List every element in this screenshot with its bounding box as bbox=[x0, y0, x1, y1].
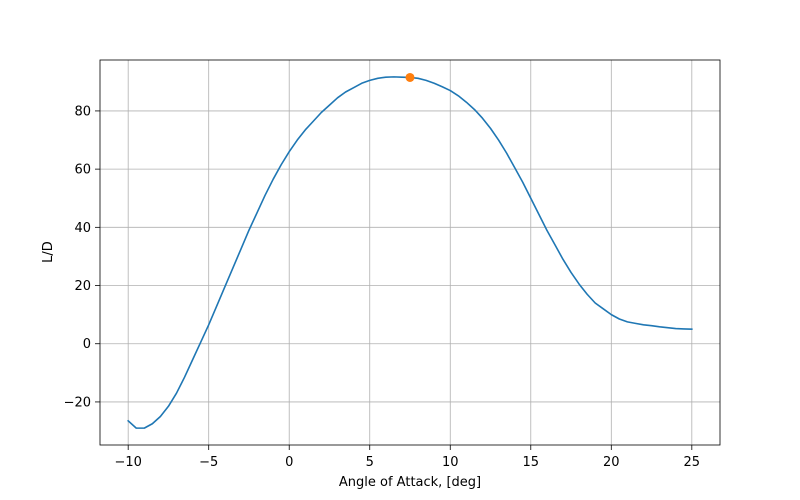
plot-frame bbox=[99, 59, 721, 446]
ticks: −10 −5 0 5 10 15 20 25 −20 0 20 40 60 80 bbox=[64, 104, 701, 470]
y-tick-label: 60 bbox=[74, 163, 91, 178]
y-axis-label: L/D bbox=[41, 241, 56, 263]
x-tick-label: 25 bbox=[684, 455, 701, 470]
y-tick-label: 20 bbox=[74, 279, 91, 294]
y-tick-label: 0 bbox=[83, 337, 91, 352]
x-tick-label: 5 bbox=[366, 455, 374, 470]
x-tick-label: 15 bbox=[523, 455, 540, 470]
marker-layer bbox=[405, 72, 415, 82]
y-tick-label: 80 bbox=[74, 104, 91, 119]
x-tick-label: −10 bbox=[114, 455, 141, 470]
y-tick-label: −20 bbox=[64, 395, 91, 410]
x-tick-label: 0 bbox=[285, 455, 293, 470]
max-ld-point bbox=[405, 72, 415, 82]
y-tick-label: 40 bbox=[74, 221, 91, 236]
x-axis-label: Angle of Attack, [deg] bbox=[339, 475, 481, 490]
x-tick-label: −5 bbox=[199, 455, 218, 470]
x-tick-label: 20 bbox=[603, 455, 620, 470]
x-tick-label: 10 bbox=[442, 455, 459, 470]
grid bbox=[100, 60, 720, 445]
